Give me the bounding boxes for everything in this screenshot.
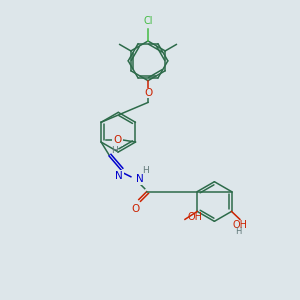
Text: H: H [142,166,148,175]
Text: O: O [144,88,152,98]
Text: O: O [132,205,140,214]
Text: H: H [235,227,241,236]
Text: OH: OH [188,212,203,222]
Text: OH: OH [232,220,247,230]
Text: Cl: Cl [143,16,153,26]
Text: H: H [111,146,118,155]
Text: N: N [115,171,123,181]
Text: N: N [136,174,144,184]
Text: O: O [113,135,122,145]
